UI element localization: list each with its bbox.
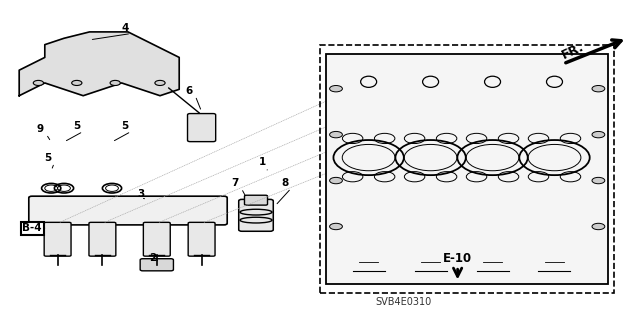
Text: 9: 9 (36, 124, 44, 134)
Text: SVB4E0310: SVB4E0310 (375, 297, 431, 307)
FancyBboxPatch shape (244, 195, 268, 205)
Text: 8: 8 (281, 178, 289, 188)
Text: 7: 7 (231, 178, 239, 188)
Text: B-4: B-4 (22, 223, 42, 233)
Circle shape (592, 177, 605, 184)
Text: 5: 5 (121, 122, 129, 131)
FancyBboxPatch shape (44, 222, 71, 256)
Polygon shape (19, 32, 179, 96)
Text: 5: 5 (44, 153, 52, 163)
Circle shape (592, 131, 605, 138)
Circle shape (592, 85, 605, 92)
Text: E-10: E-10 (443, 252, 472, 264)
Text: 6: 6 (185, 86, 193, 96)
Text: 4: 4 (121, 24, 129, 33)
FancyBboxPatch shape (143, 222, 170, 256)
Circle shape (330, 85, 342, 92)
Circle shape (330, 223, 342, 230)
Circle shape (592, 223, 605, 230)
Circle shape (72, 80, 82, 85)
FancyBboxPatch shape (239, 199, 273, 231)
FancyBboxPatch shape (29, 196, 227, 225)
Circle shape (110, 80, 120, 85)
Text: 2: 2 (148, 253, 156, 263)
Circle shape (33, 80, 44, 85)
Text: 5: 5 (73, 122, 81, 131)
Circle shape (330, 131, 342, 138)
FancyBboxPatch shape (140, 259, 173, 271)
FancyBboxPatch shape (89, 222, 116, 256)
FancyBboxPatch shape (326, 54, 608, 284)
Text: 1: 1 (259, 158, 266, 167)
Text: 3: 3 (137, 189, 145, 199)
Circle shape (330, 177, 342, 184)
Circle shape (155, 80, 165, 85)
FancyBboxPatch shape (188, 222, 215, 256)
Text: FR.: FR. (560, 41, 586, 62)
FancyBboxPatch shape (188, 114, 216, 142)
